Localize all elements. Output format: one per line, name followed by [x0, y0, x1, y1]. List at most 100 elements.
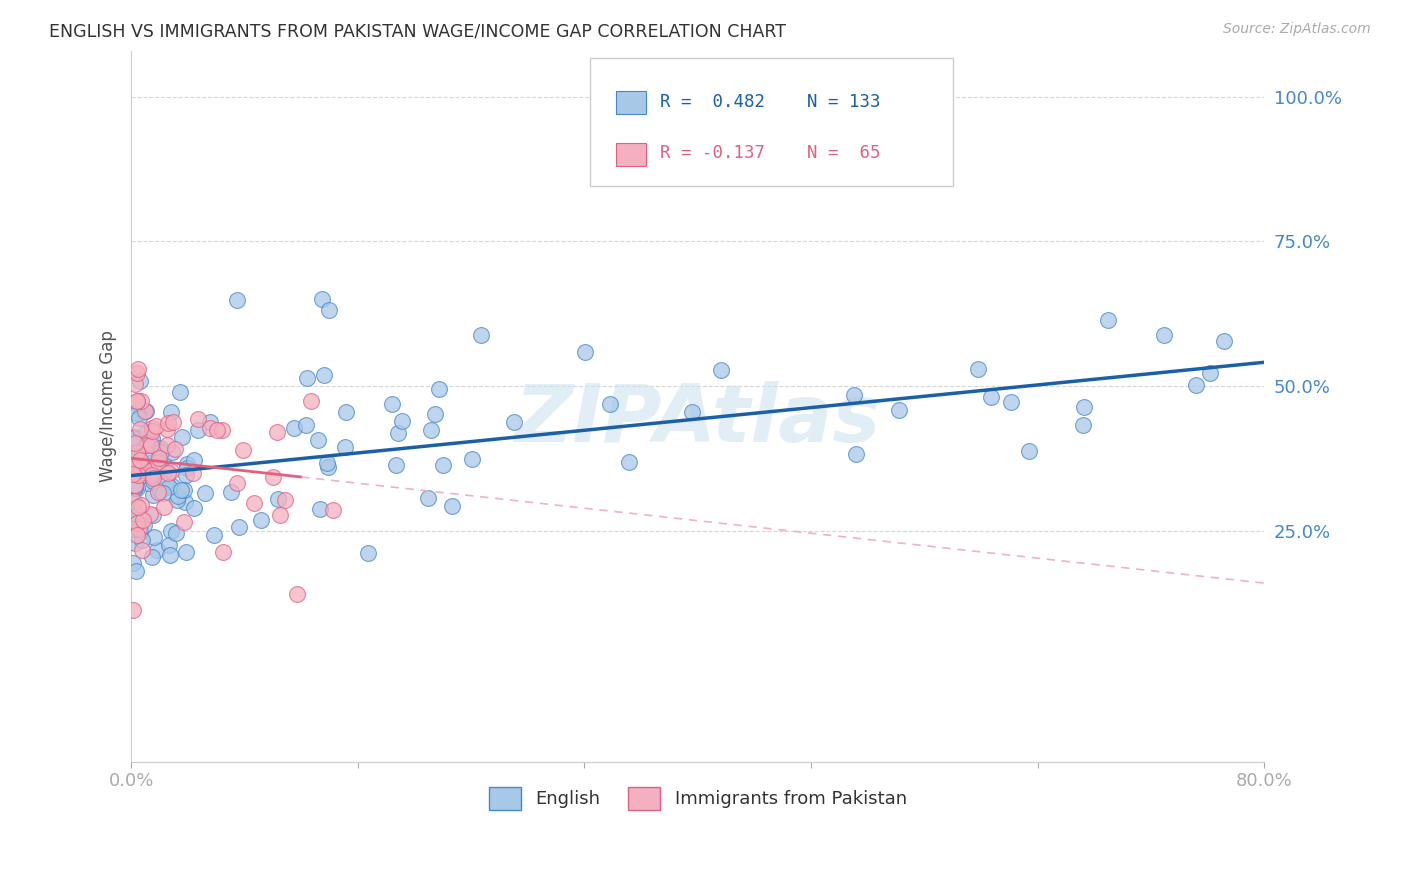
FancyBboxPatch shape	[591, 58, 952, 186]
Point	[122, 479, 145, 493]
Point	[124, 429, 146, 443]
Point	[176, 460, 198, 475]
Point	[262, 470, 284, 484]
Point	[125, 445, 148, 459]
Point	[121, 467, 143, 481]
Point	[156, 437, 179, 451]
Legend: English, Immigrants from Pakistan: English, Immigrants from Pakistan	[481, 780, 914, 817]
Point	[172, 430, 194, 444]
Point	[131, 404, 153, 418]
Point	[710, 363, 733, 377]
FancyBboxPatch shape	[616, 91, 645, 114]
Point	[226, 293, 249, 307]
Point	[152, 463, 174, 477]
Point	[153, 500, 176, 515]
Point	[122, 493, 145, 508]
Point	[297, 371, 319, 385]
Point	[198, 415, 221, 429]
Point	[124, 377, 146, 392]
Point	[845, 446, 868, 460]
Point	[125, 406, 148, 420]
Point	[128, 522, 150, 536]
Point	[142, 461, 165, 475]
Point	[121, 451, 143, 466]
Point	[142, 471, 165, 485]
Point	[309, 502, 332, 516]
Point	[212, 545, 235, 559]
Point	[166, 492, 188, 507]
Point	[127, 362, 149, 376]
Point	[599, 397, 621, 411]
Text: Source: ZipAtlas.com: Source: ZipAtlas.com	[1223, 22, 1371, 37]
Point	[162, 415, 184, 429]
Point	[181, 466, 204, 480]
Point	[1153, 328, 1175, 343]
Point	[211, 423, 233, 437]
Point	[318, 303, 340, 318]
Point	[136, 475, 159, 490]
Point	[1018, 443, 1040, 458]
Point	[159, 549, 181, 563]
Point	[163, 442, 186, 456]
Point	[173, 515, 195, 529]
Point	[173, 483, 195, 498]
Point	[146, 543, 169, 558]
Point	[129, 455, 152, 469]
Point	[152, 458, 174, 472]
Point	[125, 462, 148, 476]
Point	[145, 418, 167, 433]
Point	[148, 442, 170, 457]
Point	[122, 522, 145, 536]
Point	[129, 453, 152, 467]
Point	[416, 491, 439, 505]
Point	[142, 488, 165, 502]
Point	[149, 484, 172, 499]
Point	[141, 466, 163, 480]
Point	[1199, 366, 1222, 380]
Point	[125, 394, 148, 409]
Point	[187, 423, 209, 437]
Point	[294, 417, 316, 432]
Point	[124, 439, 146, 453]
Point	[322, 503, 344, 517]
Point	[139, 438, 162, 452]
Point	[1097, 312, 1119, 326]
Text: ENGLISH VS IMMIGRANTS FROM PAKISTAN WAGE/INCOME GAP CORRELATION CHART: ENGLISH VS IMMIGRANTS FROM PAKISTAN WAGE…	[49, 22, 786, 40]
Point	[440, 499, 463, 513]
Point	[121, 556, 143, 570]
Point	[1073, 400, 1095, 414]
Point	[127, 468, 149, 483]
Point	[333, 441, 356, 455]
Point	[219, 485, 242, 500]
Point	[173, 495, 195, 509]
Point	[152, 486, 174, 500]
Point	[121, 522, 143, 536]
Point	[129, 463, 152, 477]
Point	[159, 524, 181, 539]
Point	[461, 452, 484, 467]
Point	[231, 442, 253, 457]
Point	[129, 394, 152, 409]
Point	[139, 507, 162, 521]
Point	[139, 456, 162, 470]
Point	[148, 484, 170, 499]
Point	[150, 445, 173, 459]
Point	[141, 549, 163, 564]
Point	[1071, 418, 1094, 433]
Point	[316, 460, 339, 475]
Point	[138, 446, 160, 460]
Point	[142, 475, 165, 489]
Point	[127, 449, 149, 463]
Point	[385, 458, 408, 472]
Point	[129, 401, 152, 416]
FancyBboxPatch shape	[616, 144, 645, 167]
Point	[124, 536, 146, 550]
Point	[307, 433, 329, 447]
Point	[141, 421, 163, 435]
Point	[183, 501, 205, 516]
Point	[146, 455, 169, 469]
Point	[125, 527, 148, 541]
Point	[127, 366, 149, 380]
Point	[502, 416, 524, 430]
Point	[357, 546, 380, 560]
